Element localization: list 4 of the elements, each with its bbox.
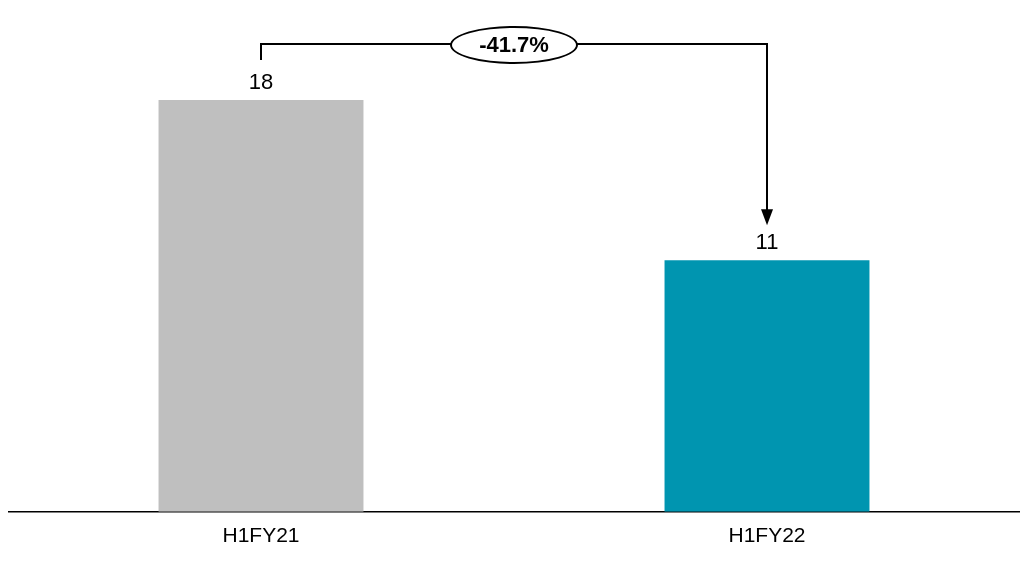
data-label: 18: [248, 69, 274, 95]
x-tick-label: H1FY21: [222, 523, 300, 547]
x-tick-label: H1FY22: [728, 523, 806, 547]
data-label: 11: [755, 229, 779, 255]
